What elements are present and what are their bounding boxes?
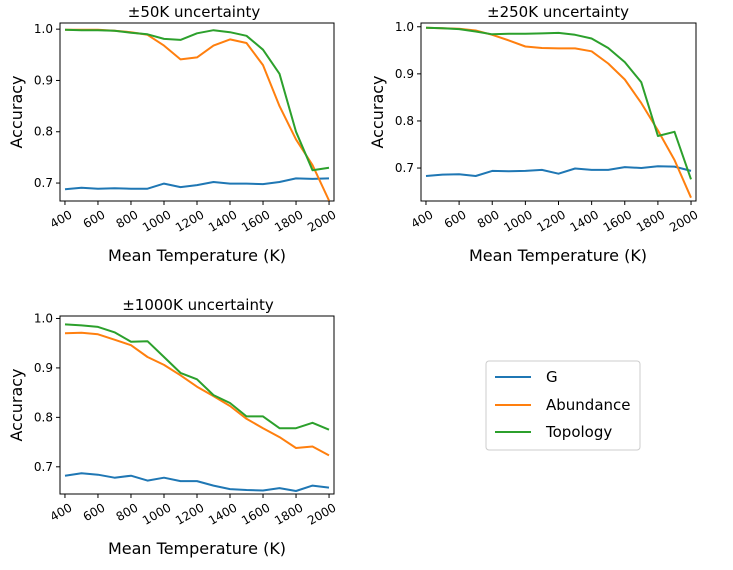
panel-1000k-xtick-label: 400: [48, 500, 75, 524]
panel-1000k-xtick-label: 2000: [305, 500, 338, 527]
panel-250k-xtick-label: 1400: [568, 207, 601, 234]
panel-50k-xlabel: Mean Temperature (K): [108, 246, 286, 265]
panel-250k-xtick-label: 1000: [501, 207, 534, 234]
panel-250k-xlabel: Mean Temperature (K): [469, 246, 647, 265]
panel-1000k-line-topology: [64, 323, 330, 431]
panel-1000k: ±1000K uncertainty Mean Temperature (K) …: [7, 296, 339, 558]
panel-1000k-series: [64, 323, 330, 492]
panel-250k-line-g: [425, 165, 692, 177]
panel-250k-xtick-label: 1200: [535, 207, 568, 234]
panel-1000k-frame: [59, 315, 335, 495]
panel-250k-xtick-label: 400: [409, 207, 436, 231]
panel-1000k-xlabel: Mean Temperature (K): [108, 539, 286, 558]
panel-1000k-xtick-label: 1600: [239, 500, 272, 527]
panel-250k-ylabel: Accuracy: [368, 75, 387, 148]
panel-250k: ±250K uncertainty Mean Temperature (K) A…: [368, 3, 701, 265]
panel-250k-xtick-label: 800: [475, 207, 502, 231]
panel-1000k-ytick-label: 1.0: [34, 311, 53, 325]
panel-250k-xtick-label: 1600: [601, 207, 634, 234]
panel-250k-ytick-label: 0.7: [395, 161, 414, 175]
legend-label-g: G: [546, 368, 558, 386]
legend-entry-topology: Topology: [495, 423, 612, 441]
panel-50k: ±50K uncertainty Mean Temperature (K) Ac…: [7, 3, 339, 265]
panel-250k-xtick-label: 1800: [634, 207, 667, 234]
panel-50k-line-g: [64, 177, 330, 191]
panel-1000k-xtick-label: 1800: [272, 500, 305, 527]
panel-50k-ylabel: Accuracy: [7, 75, 26, 148]
panel-1000k-xtick-label: 800: [114, 500, 141, 524]
legend: G Abundance Topology: [485, 360, 641, 451]
panel-1000k-ytick-label: 0.8: [34, 410, 53, 424]
panel-1000k-xtick-label: 1400: [206, 500, 239, 527]
panel-1000k-ticks: 400 600 800 1000 1200 1400 1600 1800 2000 0.7 0.8 0…: [34, 311, 339, 527]
panel-50k-xtick-label: 1200: [173, 207, 206, 234]
legend-label-abundance: Abundance: [546, 396, 631, 414]
panel-50k-series: [64, 28, 330, 201]
legend-label-topology: Topology: [545, 423, 612, 441]
panel-50k-ytick-label: 0.7: [34, 176, 53, 190]
legend-entry-abundance: Abundance: [495, 396, 631, 414]
panel-1000k-ytick-label: 0.7: [34, 460, 53, 474]
panel-1000k-xtick-label: 1000: [140, 500, 173, 527]
panel-50k-xtick-label: 1800: [272, 207, 305, 234]
panel-50k-title: ±50K uncertainty: [128, 3, 261, 21]
panel-1000k-ylabel: Accuracy: [7, 368, 26, 441]
panel-250k-line-topology: [425, 26, 692, 180]
panel-50k-ticks: 400 600 800 1000 1200 1400 1600 1800 2000 0.7 0.8 0…: [34, 22, 339, 235]
panel-50k-frame: [59, 22, 335, 202]
panel-250k-series: [425, 26, 692, 199]
panel-1000k-title: ±1000K uncertainty: [122, 296, 274, 314]
panel-50k-line-topology: [64, 28, 330, 172]
panel-250k-xtick-label: 600: [442, 207, 469, 231]
panel-50k-xtick-label: 600: [81, 207, 108, 231]
panel-50k-ytick-label: 0.9: [34, 73, 53, 87]
legend-box: [485, 360, 641, 451]
panel-50k-xtick-label: 800: [114, 207, 141, 231]
legend-entry-g: G: [495, 368, 558, 386]
panel-1000k-xtick-label: 1200: [173, 500, 206, 527]
panel-50k-xtick-label: 1600: [239, 207, 272, 234]
panel-250k-ytick-label: 0.8: [395, 114, 414, 128]
panel-50k-ytick-label: 1.0: [34, 22, 53, 36]
panel-1000k-ytick-label: 0.9: [34, 361, 53, 375]
panel-1000k-line-abundance: [64, 331, 330, 457]
panel-250k-ytick-label: 1.0: [395, 20, 414, 34]
panel-1000k-xtick-label: 600: [81, 500, 108, 524]
panel-1000k-line-g: [64, 472, 330, 492]
panel-50k-xtick-label: 400: [48, 207, 75, 231]
panel-50k-xtick-label: 1400: [206, 207, 239, 234]
panel-250k-ytick-label: 0.9: [395, 67, 414, 81]
panel-250k-xtick-label: 2000: [667, 207, 700, 234]
panel-50k-line-abundance: [65, 28, 330, 201]
panel-50k-ytick-label: 0.8: [34, 125, 53, 139]
panel-50k-xtick-label: 2000: [305, 207, 338, 234]
panel-250k-title: ±250K uncertainty: [487, 3, 629, 21]
panel-50k-xtick-label: 1000: [140, 207, 173, 234]
